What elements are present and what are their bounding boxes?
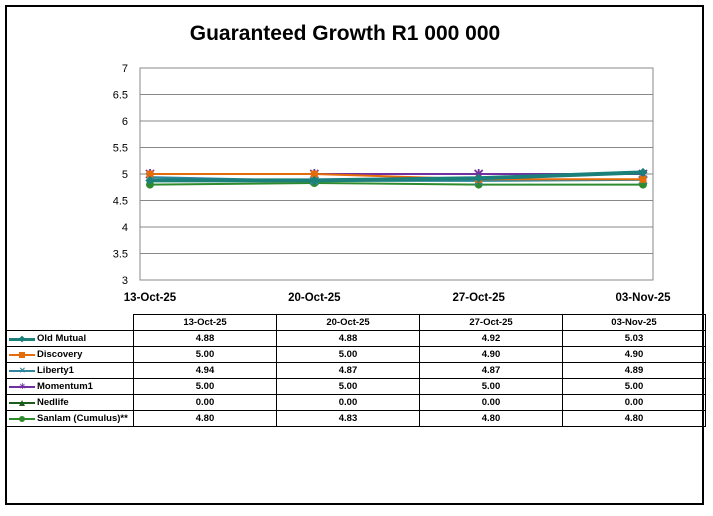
legend-key-icon	[9, 398, 35, 407]
legend-key-marker: ✕	[19, 365, 26, 375]
y-tick-label: 6.5	[113, 90, 128, 102]
legend-cell: Nedlife	[6, 394, 134, 411]
legend-key-icon	[9, 414, 35, 423]
table-row: Nedlife 0.00 0.00 0.00 0.00	[6, 394, 706, 411]
table-cell: 4.88	[276, 330, 420, 347]
table-cell: 4.92	[419, 330, 563, 347]
table-header-row: 13-Oct-25 20-Oct-25 27-Oct-25 03-Nov-25	[7, 314, 706, 331]
table-row: Old Mutual 4.88 4.88 4.92 5.03	[6, 330, 706, 347]
series-line	[150, 170, 644, 183]
table-cell: 0.00	[419, 394, 563, 411]
table-cell: 4.87	[276, 362, 420, 379]
legend-key-marker: ✳	[19, 381, 26, 391]
series-label: Discovery	[37, 349, 83, 360]
table-row: Discovery 5.00 5.00 4.90 4.90	[6, 346, 706, 363]
legend-cell: Sanlam (Cumulus)**	[6, 410, 134, 427]
y-tick-label: 5.5	[113, 143, 128, 155]
legend-key-line	[9, 385, 35, 388]
series-label: Nedlife	[37, 397, 69, 408]
chart-title: Guaranteed Growth R1 000 000	[189, 22, 501, 45]
y-tick-label: 4.5	[113, 196, 128, 208]
data-table: 13-Oct-25 20-Oct-25 27-Oct-25 03-Nov-25 …	[6, 314, 706, 427]
table-header-cell: 20-Oct-25	[276, 314, 420, 331]
table-cell: 4.87	[419, 362, 563, 379]
x-tick-label: 20-Oct-25	[288, 292, 341, 304]
y-tick-label: 3	[122, 275, 128, 287]
table-cell: 0.00	[276, 394, 420, 411]
table-cell: 4.83	[276, 410, 420, 427]
table-cell: 0.00	[562, 394, 706, 411]
table-cell: 4.88	[133, 330, 277, 347]
data-point	[639, 175, 647, 183]
legend-cell: Old Mutual	[6, 330, 134, 347]
series-label: Sanlam (Cumulus)**	[37, 413, 128, 424]
legend-key-marker	[19, 415, 25, 422]
table-cell: 5.00	[419, 378, 563, 395]
x-tick-label: 13-Oct-25	[124, 292, 177, 304]
table-header-cell: 27-Oct-25	[419, 314, 563, 331]
x-tick-label: 03-Nov-25	[616, 292, 672, 304]
table-cell: 5.00	[562, 378, 706, 395]
legend-key-marker	[18, 335, 26, 343]
table-cell: 5.00	[133, 378, 277, 395]
series-line	[150, 173, 643, 181]
plot-area	[139, 67, 654, 281]
table-cell: 5.00	[276, 378, 420, 395]
data-point	[474, 173, 484, 183]
series-label: Liberty1	[37, 365, 74, 376]
legend-cell: ✳ Momentum1	[6, 378, 134, 395]
data-point	[309, 175, 319, 185]
series-label: Old Mutual	[37, 333, 87, 344]
table-row: Sanlam (Cumulus)** 4.80 4.83 4.80 4.80	[6, 410, 706, 427]
legend-key-icon: ✳	[9, 382, 35, 391]
series-line	[149, 182, 643, 186]
series-label: Momentum1	[37, 381, 93, 392]
legend-key-icon	[9, 334, 35, 343]
table-cell: 4.80	[419, 410, 563, 427]
data-point	[310, 170, 318, 178]
table-row: ✕ Liberty1 4.94 4.87 4.87 4.89	[6, 362, 706, 379]
table-cell: 4.90	[562, 346, 706, 363]
y-tick-label: 5	[122, 169, 128, 181]
table-cell: 5.03	[562, 330, 706, 347]
y-tick-label: 3.5	[113, 249, 128, 261]
legend-key-marker	[19, 351, 25, 358]
table-cell: 5.00	[133, 346, 277, 363]
table-row: ✳ Momentum1 5.00 5.00 5.00 5.00	[6, 378, 706, 395]
data-point	[638, 167, 648, 177]
table-header-cell: 13-Oct-25	[133, 314, 277, 331]
table-corner	[7, 315, 134, 331]
y-tick-label: 7	[122, 63, 128, 75]
table-cell: 4.94	[133, 362, 277, 379]
table-cell: 4.89	[562, 362, 706, 379]
legend-cell: Discovery	[6, 346, 134, 363]
data-point	[146, 170, 154, 178]
table-cell: 5.00	[276, 346, 420, 363]
legend-key-icon: ✕	[9, 366, 35, 375]
legend-key-marker	[19, 399, 25, 406]
legend-cell: ✕ Liberty1	[6, 362, 134, 379]
y-tick-label: 6	[122, 116, 128, 128]
table-header-cell: 03-Nov-25	[562, 314, 706, 331]
table-cell: 4.80	[562, 410, 706, 427]
legend-key-icon	[9, 350, 35, 359]
y-tick-label: 4	[122, 222, 128, 234]
table-cell: 4.90	[419, 346, 563, 363]
table-cell: 0.00	[133, 394, 277, 411]
x-tick-label: 27-Oct-25	[452, 292, 505, 304]
data-point	[145, 175, 155, 185]
legend-key-line	[9, 369, 35, 372]
table-cell: 4.80	[133, 410, 277, 427]
